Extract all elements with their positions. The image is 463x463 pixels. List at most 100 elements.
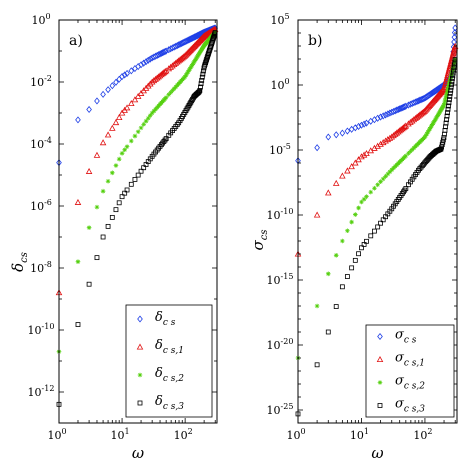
data-point bbox=[122, 147, 127, 153]
data-point bbox=[444, 90, 450, 95]
data-point bbox=[417, 166, 423, 172]
data-point bbox=[393, 106, 400, 114]
data-point bbox=[124, 69, 130, 77]
data-point bbox=[123, 104, 131, 111]
y-tick-label: 10-15 bbox=[267, 272, 294, 287]
data-point bbox=[180, 53, 188, 60]
data-point bbox=[75, 116, 81, 124]
y-axis-label: δcs bbox=[9, 252, 30, 272]
data-point bbox=[419, 109, 426, 116]
data-point bbox=[442, 79, 449, 86]
data-point bbox=[441, 102, 447, 108]
data-point bbox=[378, 220, 383, 226]
data-point bbox=[140, 59, 147, 67]
y-tick-label: 10-12 bbox=[28, 384, 55, 399]
data-point bbox=[412, 98, 419, 106]
data-point bbox=[110, 170, 115, 176]
legend-box bbox=[125, 304, 213, 418]
legend-marker bbox=[377, 380, 383, 385]
data-point bbox=[131, 96, 139, 103]
data-point bbox=[185, 36, 191, 44]
data-point bbox=[416, 111, 424, 118]
data-point bbox=[403, 186, 409, 191]
data-point bbox=[128, 181, 134, 187]
data-point bbox=[147, 113, 153, 118]
data-point bbox=[109, 124, 116, 131]
data-point bbox=[155, 51, 162, 59]
data-point bbox=[94, 97, 100, 105]
data-point bbox=[442, 100, 447, 106]
data-point bbox=[364, 194, 369, 199]
data-point bbox=[448, 87, 454, 93]
data-point bbox=[184, 71, 190, 76]
data-points bbox=[55, 24, 219, 407]
data-point bbox=[356, 205, 361, 211]
data-point bbox=[116, 156, 122, 162]
data-point bbox=[149, 110, 155, 116]
data-point bbox=[115, 113, 123, 121]
data-point bbox=[446, 63, 454, 70]
data-point bbox=[119, 194, 125, 200]
data-point bbox=[172, 42, 179, 50]
series-2 bbox=[294, 42, 459, 257]
data-point bbox=[151, 108, 157, 114]
data-point bbox=[94, 255, 100, 261]
data-point bbox=[128, 99, 135, 107]
data-point bbox=[135, 172, 141, 178]
data-point bbox=[168, 90, 173, 95]
data-point bbox=[313, 211, 321, 218]
data-point bbox=[441, 135, 447, 140]
data-point bbox=[444, 113, 450, 119]
data-point bbox=[178, 55, 185, 62]
data-point bbox=[450, 73, 456, 79]
data-point bbox=[372, 228, 377, 234]
data-point bbox=[348, 163, 355, 170]
data-point bbox=[352, 257, 358, 263]
data-point bbox=[325, 189, 332, 196]
data-point bbox=[325, 271, 331, 277]
data-point bbox=[165, 65, 173, 72]
data-point bbox=[451, 67, 457, 73]
data-point bbox=[447, 97, 452, 102]
data-point bbox=[448, 84, 454, 90]
data-point bbox=[134, 92, 142, 99]
y-tick-label: 10-2 bbox=[30, 74, 52, 89]
data-point bbox=[75, 322, 81, 327]
data-point bbox=[361, 120, 367, 128]
data-point bbox=[132, 177, 138, 182]
data-point bbox=[375, 224, 381, 230]
data-point bbox=[395, 105, 402, 114]
data-point bbox=[100, 90, 106, 98]
data-point bbox=[86, 281, 92, 287]
data-point bbox=[333, 131, 340, 139]
data-point bbox=[409, 147, 415, 152]
data-point bbox=[372, 185, 377, 191]
series-4 bbox=[295, 57, 458, 417]
data-point bbox=[186, 67, 192, 73]
data-point bbox=[135, 129, 141, 135]
data-point bbox=[428, 125, 433, 130]
data-point bbox=[439, 142, 445, 148]
data-point bbox=[451, 65, 457, 70]
data-point bbox=[447, 90, 453, 96]
legend-label: σc s,2 bbox=[395, 374, 425, 392]
data-point bbox=[166, 92, 172, 97]
data-point bbox=[128, 138, 134, 144]
data-point bbox=[198, 81, 204, 87]
data-point bbox=[418, 164, 424, 170]
data-point bbox=[204, 57, 210, 62]
legend-marker bbox=[137, 315, 143, 323]
data-point bbox=[94, 204, 100, 210]
data-point bbox=[197, 88, 203, 93]
data-point bbox=[175, 41, 182, 49]
data-point bbox=[105, 178, 111, 184]
data-point bbox=[184, 37, 190, 45]
legend-marker bbox=[376, 355, 384, 362]
data-point bbox=[425, 129, 431, 135]
data-point bbox=[147, 80, 154, 87]
data-point bbox=[385, 171, 391, 177]
y-tick-label: 105 bbox=[270, 12, 289, 27]
data-point bbox=[446, 103, 451, 109]
data-point bbox=[109, 82, 116, 90]
series-3 bbox=[56, 30, 218, 354]
